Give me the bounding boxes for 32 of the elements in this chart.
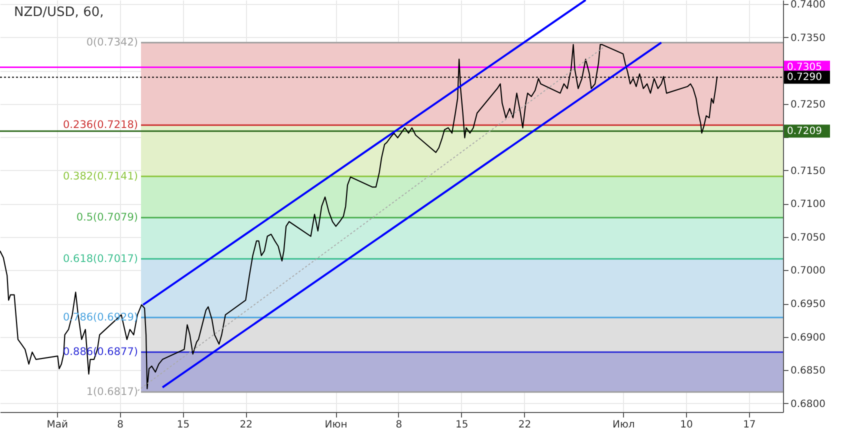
- x-tick-label: Июл: [612, 420, 635, 430]
- y-tick-label: 0.7150: [790, 166, 826, 177]
- y-tick-label: 0.7050: [790, 232, 826, 244]
- x-tick-label: 8: [117, 420, 124, 430]
- y-tick-label: 0.7000: [790, 266, 826, 277]
- ref-line-label: 0.382(0.7141): [63, 170, 138, 182]
- y-tick-label: 0.6800: [790, 398, 826, 410]
- x-tick-label: 10: [680, 420, 693, 430]
- x-tick-label: Июн: [324, 420, 348, 430]
- ref-line-label: 0.7209: [787, 126, 822, 138]
- y-tick-label: 0.7250: [790, 99, 826, 110]
- x-tick-label: 22: [240, 420, 253, 430]
- x-tick-label: 17: [743, 420, 756, 430]
- y-tick-label: 0.7100: [790, 199, 826, 210]
- x-tick-label: 15: [176, 420, 190, 430]
- y-tick-label: 0.6950: [790, 299, 826, 310]
- x-tick-label: Май: [46, 420, 68, 430]
- ref-line-label: 1(0.6817): [86, 386, 138, 398]
- y-tick-label: 0.6900: [790, 332, 826, 344]
- chart-title: NZD/USD, 60,: [14, 5, 104, 20]
- ref-line-label: 0.5(0.7079): [76, 212, 138, 224]
- x-tick-label: 15: [455, 420, 468, 430]
- ref-line-label: 0.7305: [787, 62, 822, 74]
- ref-line-label: 0.236(0.7218): [63, 119, 138, 132]
- ref-line-label: 0.7290: [787, 72, 822, 84]
- y-tick-label: 0.7400: [790, 0, 826, 10]
- ref-line-label: 0.618(0.7017): [63, 252, 138, 265]
- ref-line-label: 0(0.7342): [86, 36, 138, 49]
- y-tick-label: 0.6850: [790, 366, 826, 377]
- x-tick-label: 22: [518, 420, 532, 430]
- x-tick-label: 8: [396, 420, 402, 430]
- y-tick-label: 0.7350: [790, 32, 826, 44]
